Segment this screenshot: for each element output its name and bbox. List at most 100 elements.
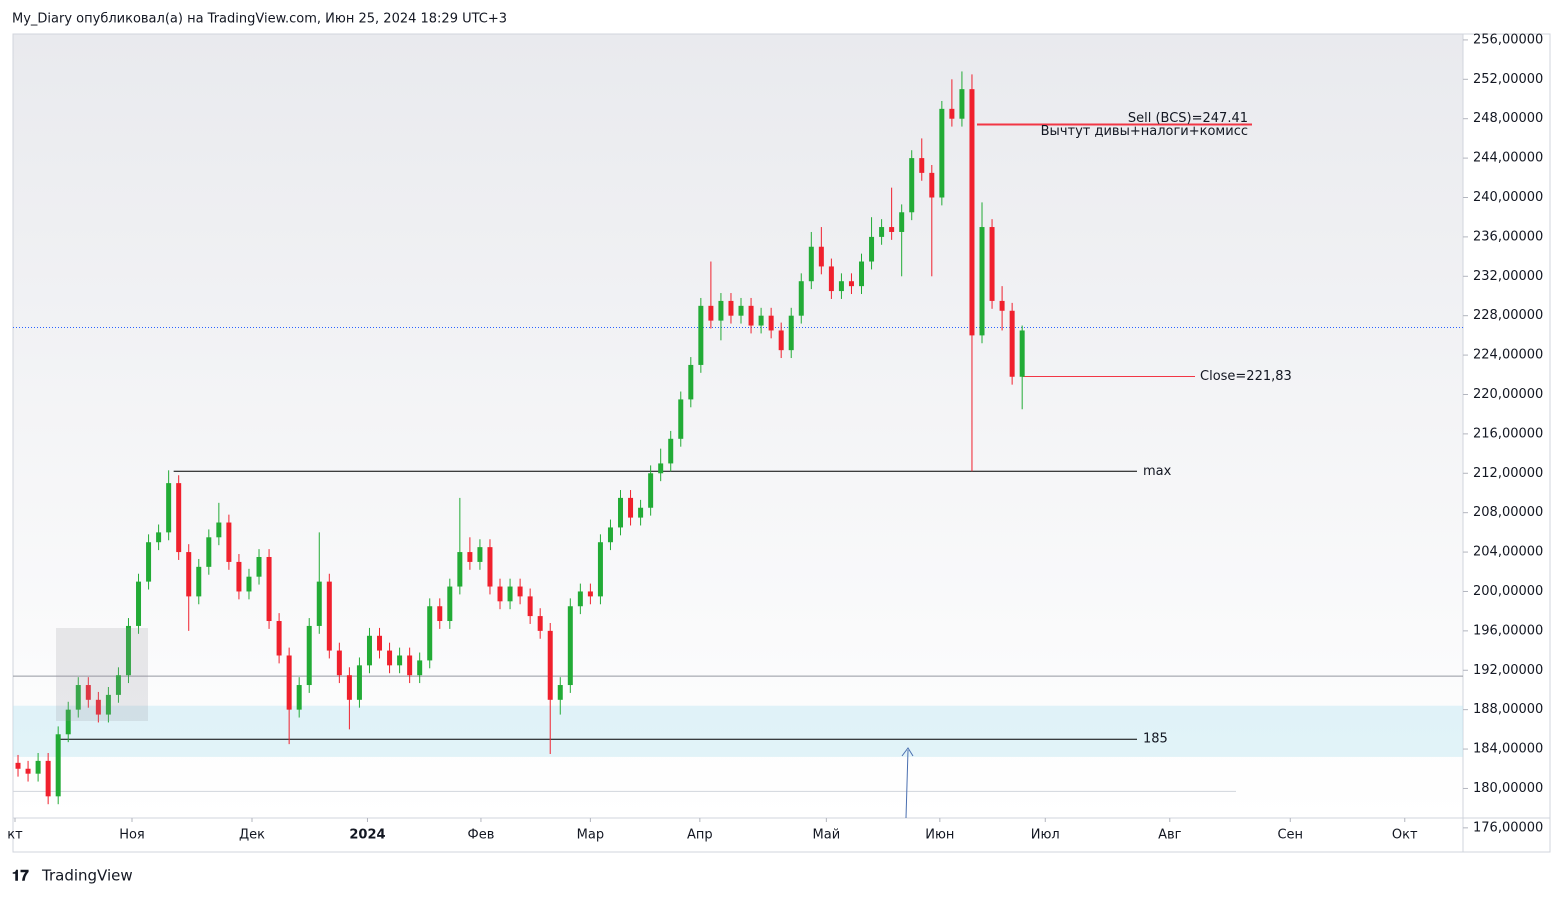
x-tick-label: Сен xyxy=(1277,828,1303,843)
y-tick-label: 192,00000 xyxy=(1473,663,1543,678)
y-tick-label: 228,00000 xyxy=(1473,308,1543,323)
candle-body xyxy=(678,399,684,439)
candle-body xyxy=(136,581,142,626)
candle-body xyxy=(577,591,583,607)
candle-body xyxy=(176,483,182,553)
candle-body xyxy=(848,281,854,287)
candle-body xyxy=(607,527,613,543)
candle-body xyxy=(407,655,413,676)
candle-body xyxy=(537,616,543,631)
candle-body xyxy=(798,281,804,316)
candle-body xyxy=(818,246,824,267)
y-tick-label: 252,00000 xyxy=(1473,72,1543,87)
candle-body xyxy=(949,108,955,119)
candle-body xyxy=(688,364,694,400)
candle-body xyxy=(166,483,172,533)
candle-body xyxy=(748,305,754,326)
candle-body xyxy=(65,709,71,735)
candle-body xyxy=(859,261,865,287)
y-tick-label: 180,00000 xyxy=(1473,781,1543,796)
candle-body xyxy=(236,561,242,592)
candle-body xyxy=(929,172,935,198)
candle-body xyxy=(95,699,101,715)
candle-body xyxy=(879,227,885,237)
candle-body xyxy=(517,586,523,597)
y-tick-label: 212,00000 xyxy=(1473,466,1543,481)
frame xyxy=(12,33,1551,853)
candle-body xyxy=(216,522,222,538)
candle-body xyxy=(356,665,362,700)
candle-body xyxy=(969,89,975,336)
candle-body xyxy=(256,556,262,577)
candle-body xyxy=(718,300,724,321)
candle-body xyxy=(196,566,202,597)
candle-body xyxy=(156,532,162,543)
candle-body xyxy=(417,660,423,676)
candle-body xyxy=(919,158,925,173)
candle-body xyxy=(437,606,443,622)
y-tick-label: 232,00000 xyxy=(1473,269,1543,284)
arrow-head xyxy=(901,747,914,757)
candle-body xyxy=(959,89,965,119)
candle-body xyxy=(828,266,834,292)
candle-body xyxy=(186,552,192,597)
candle-body xyxy=(889,227,895,232)
plot xyxy=(13,71,1463,805)
candle-body xyxy=(246,576,252,592)
candle-body xyxy=(939,108,945,198)
candle-body xyxy=(567,606,573,686)
candle-body xyxy=(226,522,232,562)
candle-body xyxy=(387,650,393,666)
candle-body xyxy=(638,507,644,518)
candle-body xyxy=(648,473,654,508)
y-tick-label: 244,00000 xyxy=(1473,151,1543,166)
header: My_Diary опубликовал(а) на TradingView.c… xyxy=(12,12,507,27)
y-tick-label: 208,00000 xyxy=(1473,505,1543,520)
candle-body xyxy=(296,685,302,710)
y-tick-label: 240,00000 xyxy=(1473,190,1543,205)
x-tick-label: Дек xyxy=(239,828,265,843)
x-tick-label: Июл xyxy=(1031,828,1060,843)
candle-body xyxy=(979,227,985,336)
candle-body xyxy=(286,655,292,710)
x-tick-label: Фев xyxy=(468,828,495,843)
candle-body xyxy=(125,625,131,676)
x-tick-label: Апр xyxy=(687,828,713,843)
candle-body xyxy=(25,768,31,774)
candle-body xyxy=(768,315,774,331)
candle-body xyxy=(758,315,764,326)
candle-body xyxy=(1009,310,1015,377)
candle-body xyxy=(728,300,734,316)
support-zone xyxy=(13,705,1463,757)
candle-body xyxy=(447,586,453,622)
candle-body xyxy=(899,212,905,232)
y-tick-label: 200,00000 xyxy=(1473,584,1543,599)
level-label: Close=221,83 xyxy=(1200,369,1292,384)
candle-body xyxy=(838,281,844,292)
y-tick-label: 196,00000 xyxy=(1473,623,1543,638)
candle-body xyxy=(316,581,322,626)
y-tick-label: 188,00000 xyxy=(1473,702,1543,717)
x-tick-label: Июн xyxy=(925,828,954,843)
x-tick-label: 2024 xyxy=(349,828,385,843)
candle-body xyxy=(45,760,51,797)
y-tick-label: 176,00000 xyxy=(1473,820,1543,835)
candle-body xyxy=(326,581,332,651)
candle-body xyxy=(457,552,463,587)
level-label: Sell (BCS)=247.41 xyxy=(1128,111,1248,126)
candle-body xyxy=(377,635,383,651)
candle-body xyxy=(999,300,1005,311)
candle-body xyxy=(276,621,282,656)
level-label: max xyxy=(1143,464,1172,479)
candle-body xyxy=(115,675,121,695)
arrow xyxy=(905,749,909,819)
candle-body xyxy=(668,438,674,464)
candle-body xyxy=(15,762,21,769)
y-tick-label: 248,00000 xyxy=(1473,111,1543,126)
candle-body xyxy=(146,542,152,582)
candle-body xyxy=(618,497,624,528)
y-tick-label: 204,00000 xyxy=(1473,545,1543,560)
candle-body xyxy=(306,625,312,686)
level-label: 185 xyxy=(1143,732,1168,747)
